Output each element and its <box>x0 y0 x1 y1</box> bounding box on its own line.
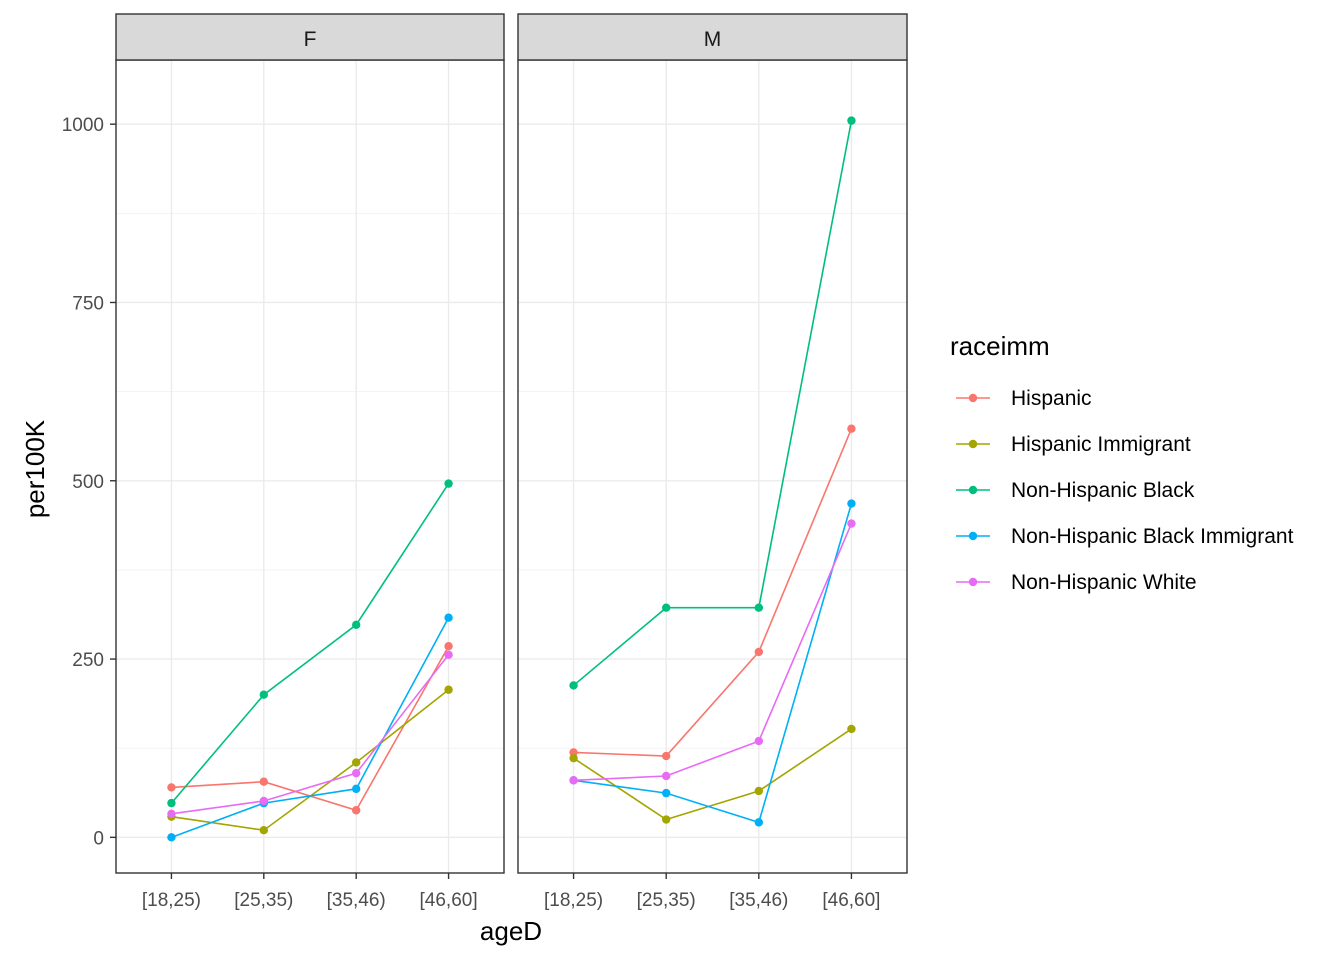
data-point-hispanic <box>167 783 176 792</box>
data-point-non-hispanic-black-immigrant <box>351 784 361 794</box>
legend-title: raceimm <box>950 331 1050 361</box>
legend-key-point-non-hispanic-black-immigrant <box>968 531 978 541</box>
data-point-non-hispanic-white <box>569 776 578 785</box>
data-point-non-hispanic-white <box>351 768 361 778</box>
x-tick-label: [46,60] <box>420 890 478 911</box>
data-point-non-hispanic-black-immigrant <box>444 613 453 622</box>
x-tick-label: [35,46) <box>327 890 386 911</box>
data-point-hispanic-immigrant <box>351 758 361 767</box>
legend: Hispanic Hispanic Immigrant Non-Hispanic B… <box>956 387 1294 594</box>
legend-key-point-non-hispanic-white <box>968 577 978 587</box>
data-point-non-hispanic-black <box>754 603 764 612</box>
series-line-non-hispanic-black <box>170 483 450 804</box>
legend-key-point-hispanic <box>968 393 978 403</box>
y-axis-title: per100K <box>20 419 50 518</box>
panel-f: F [18,25) [25,35) [35,46) [46,60] <box>115 13 505 911</box>
x-tick-label: [25,35) <box>637 890 696 911</box>
data-point-non-hispanic-white <box>847 519 856 528</box>
panel-background <box>116 60 504 873</box>
y-tick-label: 250 <box>72 650 104 671</box>
series-line-hispanic-immigrant <box>573 728 852 821</box>
data-point-hispanic <box>259 777 269 786</box>
data-point-non-hispanic-black-immigrant <box>167 833 176 842</box>
legend-label: Non-Hispanic Black <box>1011 479 1195 502</box>
data-point-non-hispanic-white <box>259 796 269 806</box>
data-point-non-hispanic-white <box>661 771 671 781</box>
legend-label: Non-Hispanic White <box>1011 571 1197 594</box>
y-tick-label: 1000 <box>62 115 104 136</box>
data-point-non-hispanic-white <box>167 809 176 819</box>
series-line-hispanic <box>573 428 853 757</box>
x-tick-label: [18,25) <box>142 890 201 911</box>
data-point-hispanic <box>847 424 856 433</box>
panel-background <box>518 60 907 873</box>
series-line-non-hispanic-white <box>573 523 853 782</box>
data-point-non-hispanic-black <box>167 798 176 808</box>
facet-strip <box>115 13 505 61</box>
y-tick-label: 500 <box>72 472 104 493</box>
data-point-non-hispanic-black <box>351 620 361 630</box>
y-tick-label: 750 <box>72 293 104 314</box>
data-point-hispanic-immigrant <box>569 753 578 763</box>
x-tick-label: [18,25) <box>544 890 603 911</box>
x-tick-label: [46,60] <box>822 890 880 911</box>
legend-key-point-hispanic-immigrant <box>968 439 978 449</box>
facet-strip <box>517 13 908 61</box>
data-point-hispanic <box>444 642 453 651</box>
data-point-hispanic-immigrant <box>754 786 764 796</box>
data-point-non-hispanic-black <box>259 690 269 699</box>
x-axis-title: ageD <box>480 916 542 946</box>
x-tick-label: [35,46) <box>729 890 788 911</box>
data-point-hispanic <box>351 806 361 815</box>
data-point-hispanic <box>661 751 671 761</box>
data-point-hispanic-immigrant <box>444 685 453 694</box>
series-line-non-hispanic-black-immigrant <box>573 503 853 824</box>
data-point-non-hispanic-black <box>444 479 453 488</box>
data-point-non-hispanic-black <box>847 116 856 125</box>
data-point-non-hispanic-black <box>569 681 578 690</box>
series-line-non-hispanic-white <box>171 654 450 815</box>
panel-m: M [18,25) [25,35) [35,46) [46,60] <box>517 13 908 911</box>
data-point-non-hispanic-white <box>444 650 453 659</box>
data-point-hispanic-immigrant <box>661 815 671 824</box>
data-point-hispanic <box>754 647 764 657</box>
legend-label: Hispanic Immigrant <box>1011 433 1191 456</box>
data-point-hispanic-immigrant <box>847 724 856 734</box>
data-point-non-hispanic-black-immigrant <box>661 788 671 798</box>
y-tick-label: 0 <box>93 828 104 849</box>
data-point-non-hispanic-black-immigrant <box>847 499 856 508</box>
legend-label: Non-Hispanic Black Immigrant <box>1011 525 1294 548</box>
data-point-non-hispanic-white <box>754 736 764 746</box>
series-line-non-hispanic-black <box>573 120 853 687</box>
facet-strip-label: M <box>704 28 722 51</box>
legend-key-point-non-hispanic-black <box>968 485 978 495</box>
facet-strip-label: F <box>304 28 317 51</box>
legend-label: Hispanic <box>1011 387 1092 410</box>
data-point-non-hispanic-black <box>661 603 671 612</box>
x-tick-label: [25,35) <box>234 890 293 911</box>
series-line-non-hispanic-black-immigrant <box>171 617 450 839</box>
data-point-non-hispanic-black-immigrant <box>754 818 764 827</box>
data-point-hispanic-immigrant <box>259 826 269 835</box>
